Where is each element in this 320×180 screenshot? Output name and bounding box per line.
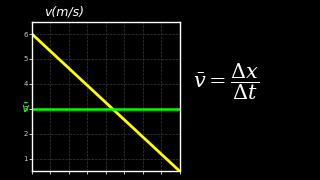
Text: v(m/s): v(m/s) [44,6,84,19]
Text: $\bar{v} = \dfrac{\Delta x}{\Delta t}$: $\bar{v} = \dfrac{\Delta x}{\Delta t}$ [193,61,260,102]
Text: $\bar{v}$: $\bar{v}$ [21,102,31,116]
